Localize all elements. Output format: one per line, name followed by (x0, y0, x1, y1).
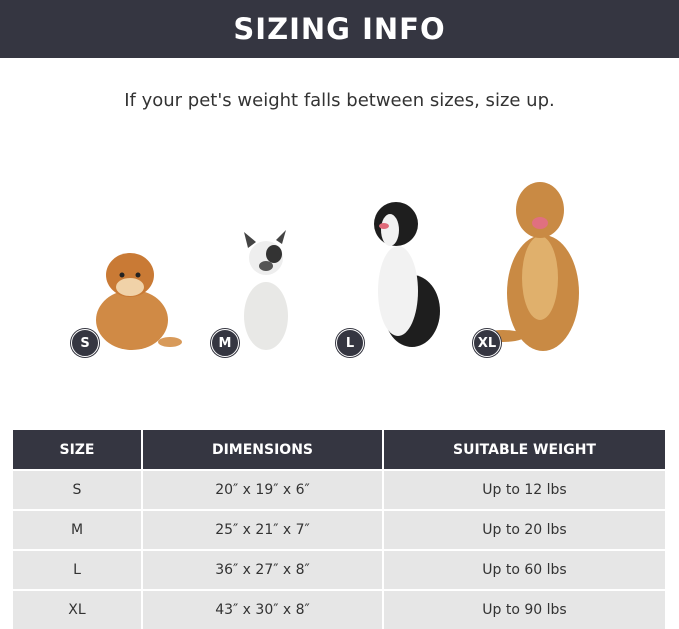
size-badge-m: M (211, 329, 239, 357)
cell-size: L (13, 549, 143, 590)
cell-size: XL (13, 589, 143, 629)
cell-dimensions: 43″ x 30″ x 8″ (142, 589, 384, 629)
cell-weight: Up to 90 lbs (383, 589, 665, 629)
banner-title: SIZING INFO (233, 12, 446, 46)
badge-label: M (218, 335, 232, 351)
cell-weight: Up to 60 lbs (383, 549, 665, 590)
french-bulldog-image (244, 230, 288, 350)
cell-dimensions: 36″ x 27″ x 8″ (142, 549, 384, 590)
badge-label: L (345, 335, 355, 351)
banner: SIZING INFO (0, 0, 679, 58)
cell-dimensions: 20″ x 19″ x 6″ (142, 469, 384, 510)
header-size: SIZE (13, 430, 143, 470)
cell-weight: Up to 12 lbs (383, 469, 665, 510)
cell-size: S (13, 469, 143, 510)
badge-label: XL (477, 335, 497, 351)
size-badge-xl: XL (473, 329, 501, 357)
cell-size: M (13, 509, 143, 550)
cell-weight: Up to 20 lbs (383, 509, 665, 550)
table-header-row: SIZE DIMENSIONS SUITABLE WEIGHT (13, 430, 665, 470)
size-badge-l: L (336, 329, 364, 357)
pomeranian-image (96, 253, 182, 350)
header-weight: SUITABLE WEIGHT (383, 430, 665, 470)
size-badge-s: S (71, 329, 99, 357)
sizing-table: SIZE DIMENSIONS SUITABLE WEIGHT S 20″ x 1… (13, 430, 665, 629)
table-row: L 36″ x 27″ x 8″ Up to 60 lbs (13, 549, 665, 590)
table-row: M 25″ x 21″ x 7″ Up to 20 lbs (13, 509, 665, 550)
header-dimensions: DIMENSIONS (142, 430, 384, 470)
badge-label: S (80, 335, 90, 351)
cell-dimensions: 25″ x 21″ x 7″ (142, 509, 384, 550)
border-collie-image (374, 202, 440, 347)
table-row: S 20″ x 19″ x 6″ Up to 12 lbs (13, 469, 665, 510)
table-row: XL 43″ x 30″ x 8″ Up to 90 lbs (13, 589, 665, 629)
subtitle: If your pet's weight falls between sizes… (124, 90, 555, 111)
golden-retriever-image (481, 182, 579, 351)
